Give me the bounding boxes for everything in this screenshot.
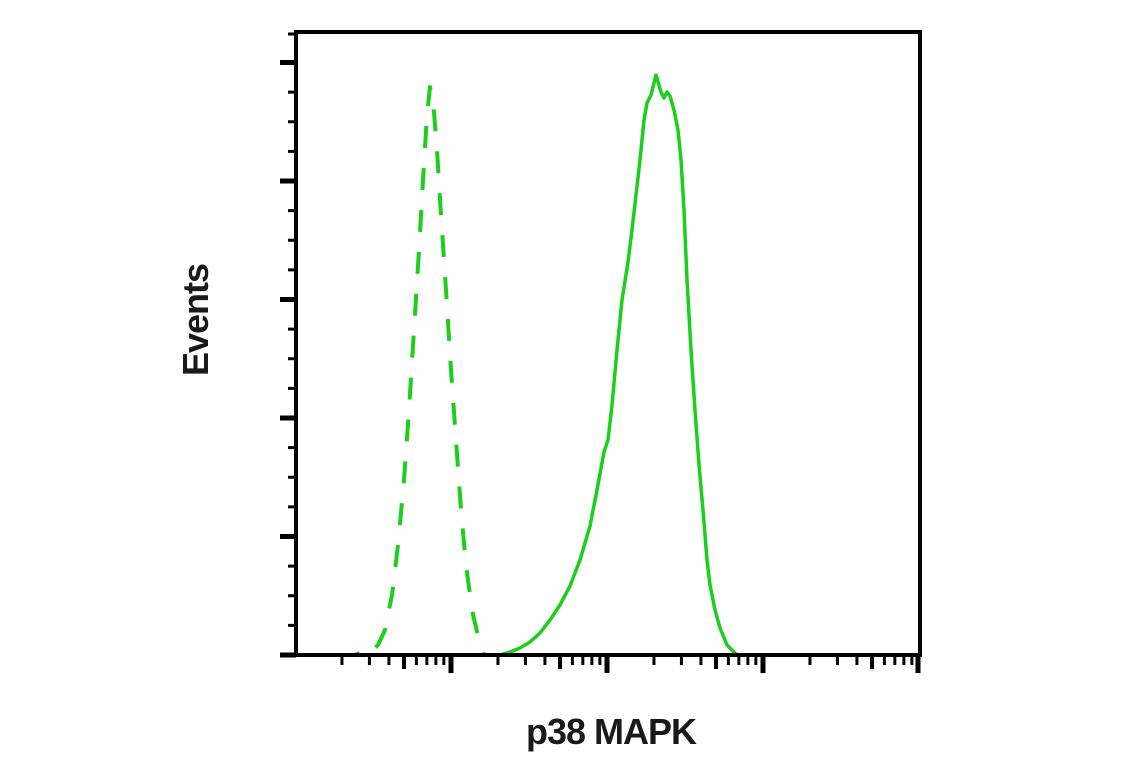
y-axis-label: Events (175, 263, 216, 376)
p38-mapk-curve (296, 73, 920, 657)
plot-frame (294, 30, 922, 657)
axis-ticks (280, 32, 921, 673)
isotype-control-curve (296, 85, 920, 657)
x-axis-label: p38 MAPK (525, 711, 697, 752)
